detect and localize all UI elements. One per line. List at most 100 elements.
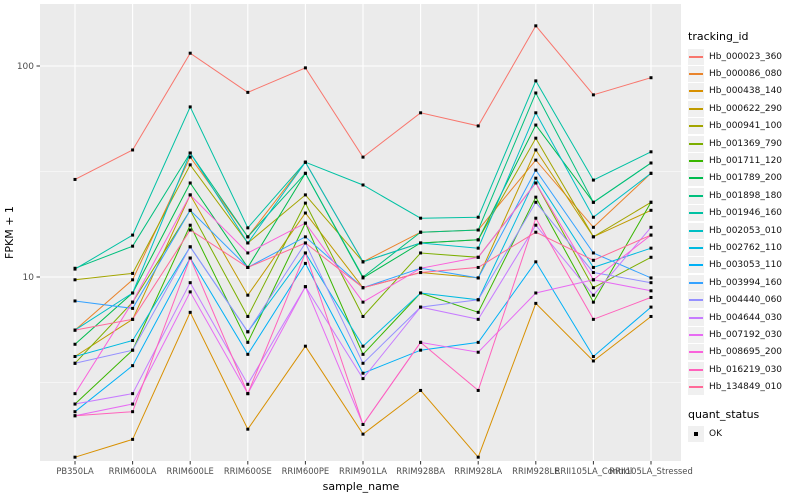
data-point (131, 339, 135, 343)
data-point (303, 211, 307, 215)
data-point (246, 314, 250, 318)
data-point (591, 278, 595, 282)
data-point (131, 233, 135, 237)
data-point (476, 298, 480, 302)
data-point (246, 427, 250, 431)
y-tick-label: 100 (17, 62, 34, 72)
data-point (131, 291, 135, 295)
legend-entry-label: Hb_134849_010 (709, 382, 783, 393)
legend-line-swatch-icon (688, 361, 704, 378)
data-point (188, 163, 192, 167)
data-point (591, 300, 595, 304)
legend-line-swatch-icon (688, 326, 704, 343)
legend-entry-label: Hb_000086_080 (709, 69, 783, 80)
data-point (188, 256, 192, 260)
data-point (419, 216, 423, 220)
data-point (131, 148, 135, 152)
data-point (303, 171, 307, 175)
legend-line-swatch-icon (688, 292, 704, 309)
data-point (476, 455, 480, 459)
data-point (591, 235, 595, 239)
data-point (246, 235, 250, 239)
data-point (73, 414, 77, 418)
data-point (649, 208, 653, 212)
data-point (649, 246, 653, 250)
legend-items-tracking-id: Hb_000023_360 Hb_000086_080 Hb_000438_140 H… (688, 48, 800, 396)
data-point (361, 432, 365, 436)
plot-panel (40, 4, 681, 461)
legend-entry-label: Hb_002762_110 (709, 242, 783, 253)
data-point (303, 201, 307, 205)
data-point (246, 352, 250, 356)
legend-line-swatch-icon (688, 239, 704, 256)
legend-entry-label: Hb_001946_160 (709, 208, 783, 219)
legend-entry-quant-OK: OK (688, 425, 800, 442)
data-point (188, 223, 192, 227)
data-point (649, 233, 653, 237)
data-point (361, 286, 365, 290)
data-point (246, 392, 250, 396)
data-point (476, 265, 480, 269)
legend-entry-Hb_134849_010: Hb_134849_010 (688, 378, 800, 396)
data-point (361, 314, 365, 318)
data-point (188, 290, 192, 294)
data-point (476, 246, 480, 250)
data-point (534, 176, 538, 180)
legend-entry-label: Hb_004440_060 (709, 295, 783, 306)
data-point (188, 228, 192, 232)
data-point (188, 245, 192, 249)
data-point (73, 299, 77, 303)
legend-entry-Hb_008695_200: Hb_008695_200 (688, 344, 800, 361)
legend-line-swatch-icon (688, 187, 704, 204)
data-point (73, 328, 77, 332)
data-point (534, 111, 538, 115)
data-point (303, 193, 307, 197)
data-point (73, 392, 77, 396)
data-point (246, 330, 250, 334)
data-point (131, 410, 135, 414)
data-point (649, 289, 653, 293)
y-tick-label: 10 (23, 273, 35, 283)
series-color-line-icon (689, 194, 703, 197)
x-tick-label: RRII105LA_Control (555, 466, 633, 476)
data-point (361, 422, 365, 426)
series-color-line-icon (689, 229, 703, 232)
data-point (188, 151, 192, 155)
black-square-point-icon (694, 431, 698, 436)
data-point (131, 402, 135, 406)
legend-entry-label: Hb_002053_010 (709, 225, 783, 236)
data-point (476, 310, 480, 314)
data-point (591, 265, 595, 269)
data-point (131, 317, 135, 321)
data-point (534, 123, 538, 127)
legend-entry-label: Hb_000438_140 (709, 86, 783, 97)
legend-entry-label: Hb_000941_100 (709, 121, 783, 132)
data-point (649, 281, 653, 285)
x-tick-label: RRIM600LA (109, 466, 157, 476)
legend-entry-Hb_002053_010: Hb_002053_010 (688, 222, 800, 239)
series-color-line-icon (689, 177, 703, 180)
data-point (303, 221, 307, 225)
data-point (303, 251, 307, 255)
data-point (73, 342, 77, 346)
legend-entry-label: Hb_001789_200 (709, 173, 783, 184)
data-point (534, 168, 538, 172)
data-point (303, 261, 307, 265)
data-point (591, 293, 595, 297)
data-point (188, 310, 192, 314)
data-point (591, 215, 595, 219)
data-point (534, 181, 538, 185)
data-point (534, 195, 538, 199)
legend-line-swatch-icon (688, 66, 704, 83)
legend-title-quant-status: quant_status (688, 407, 760, 421)
legend-entry-Hb_001946_160: Hb_001946_160 (688, 205, 800, 222)
legend-entry-label: Hb_001898_180 (709, 190, 783, 201)
series-color-line-icon (689, 246, 703, 249)
legend-entry-Hb_001711_120: Hb_001711_120 (688, 152, 800, 170)
x-tick-label: RRIM901LA (339, 466, 387, 476)
x-tick-label: RRII105LA_Stressed (609, 466, 693, 476)
data-point (131, 306, 135, 310)
legend-entry-Hb_016219_030: Hb_016219_030 (688, 361, 800, 378)
data-point (534, 223, 538, 227)
legend-entry-Hb_003994_160: Hb_003994_160 (688, 274, 800, 291)
